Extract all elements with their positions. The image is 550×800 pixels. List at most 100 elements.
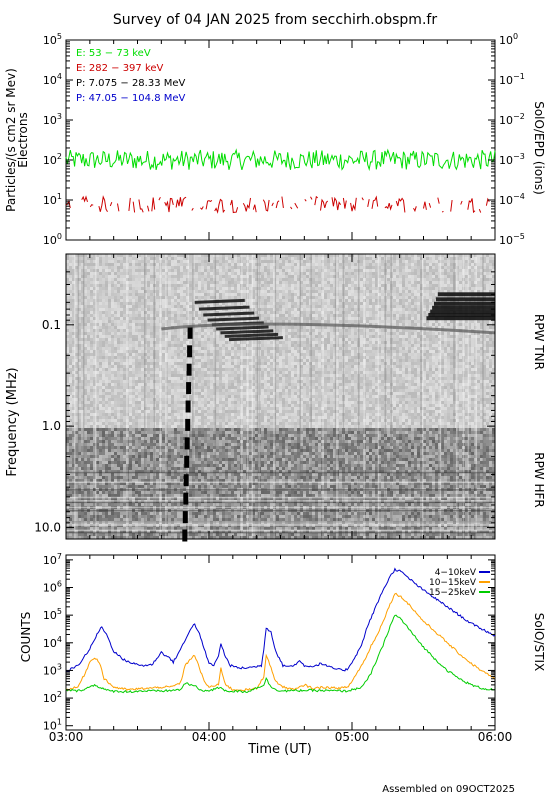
spectrogram-cell [153,308,156,311]
spectrogram-cell [144,344,147,347]
spectrogram-cell [207,335,210,338]
spectrogram-cell [393,299,396,302]
spectrogram-cell [198,266,201,269]
spectrogram-cell [342,260,345,263]
spectrogram-cell [150,323,153,326]
spectrogram-cell [213,275,216,278]
spectrogram-cell [486,281,489,284]
spectrogram-cell [294,281,297,284]
spectrogram-cell [435,284,438,287]
spectrogram-cell [231,278,234,281]
spectrogram-cell [240,314,243,317]
spectrogram-cell [336,263,339,266]
epd-left-tick-label: 100 [43,232,62,247]
spectrogram-cell [108,299,111,302]
spectrogram-cell [84,311,87,314]
spectrogram-cell [381,353,384,356]
spectrogram-cell [282,338,285,341]
spectrogram-cell [453,254,456,257]
spectrogram-cell [99,329,102,332]
spectrogram-cell [306,326,309,329]
spectrogram-cell [168,329,171,332]
spectrogram-cell [135,344,138,347]
spectrogram-cell [135,275,138,278]
spectrogram-cell [453,338,456,341]
spectrogram-cell [336,260,339,263]
spectrogram-cell [213,353,216,356]
spectrogram-cell [327,272,330,275]
spectrogram-cell [108,332,111,335]
spectrogram-cell [426,266,429,269]
spectrogram-cell [285,329,288,332]
spectrogram-cell [369,272,372,275]
spectrogram-cell [399,284,402,287]
spectrogram-cell [357,353,360,356]
spectrogram-cell [399,317,402,320]
spectrogram-cell [279,326,282,329]
spectrogram-cell [291,314,294,317]
spectrogram-cell [384,329,387,332]
spectrogram-cell [195,272,198,275]
spectrogram-cell [318,272,321,275]
spectrogram-cell [219,257,222,260]
spectrogram-cell [132,314,135,317]
spectrogram-cell [141,293,144,296]
spectrogram-cell [330,314,333,317]
spectrogram-cell [450,275,453,278]
spectrogram-cell [315,326,318,329]
spectrogram-cell [354,260,357,263]
spectrogram-cell [108,257,111,260]
spectrogram-cell [330,263,333,266]
spectrogram-cell [387,266,390,269]
spectrogram-cell [378,284,381,287]
spectrogram-cell [252,299,255,302]
spectrogram-cell [114,278,117,281]
spectrogram-cell [402,311,405,314]
spectrogram-cell [246,269,249,272]
spectrogram-cell [114,302,117,305]
spectrogram-cell [126,341,129,344]
spectrogram-cell [480,341,483,344]
spectrogram-cell [156,257,159,260]
spectrogram-cell [405,299,408,302]
spectrogram-cell [129,329,132,332]
spectrogram-cell [306,332,309,335]
spectrogram-cell [90,302,93,305]
spectrogram-cell [414,344,417,347]
spectrogram-cell [303,329,306,332]
spectrogram-cell [87,320,90,323]
spectrogram-cell [165,260,168,263]
spectrogram-cell [165,278,168,281]
spectrogram-cell [309,347,312,350]
spectrogram-cell [393,275,396,278]
spectrogram-cell [474,254,477,257]
spectrogram-cell [156,299,159,302]
spectrogram-cell [174,278,177,281]
spectrogram-cell [201,293,204,296]
spectrogram-cell [147,266,150,269]
spectrogram-cell [93,329,96,332]
spectrogram-cell [240,281,243,284]
spectrogram-cell [132,266,135,269]
spectrogram-cell [357,347,360,350]
spectrogram-cell [81,293,84,296]
spectrogram-cell [198,278,201,281]
spectrogram-cell [294,272,297,275]
spectrogram-cell [342,293,345,296]
spectrogram-cell [264,260,267,263]
spectrogram-cell [264,296,267,299]
spectrogram-cell [489,344,492,347]
spectrogram-cell [348,308,351,311]
spectrogram-cell [267,317,270,320]
spectrogram-cell [369,353,372,356]
spectrogram-cell [261,275,264,278]
spectrogram-cell [300,311,303,314]
spectrogram-cell [408,287,411,290]
spectrogram-cell [108,275,111,278]
spectrogram-cell [435,287,438,290]
spectrogram-cell [96,302,99,305]
spectrogram-cell [282,311,285,314]
spectrogram-cell [264,287,267,290]
spectrogram-cell [96,314,99,317]
spectrogram-cell [402,281,405,284]
